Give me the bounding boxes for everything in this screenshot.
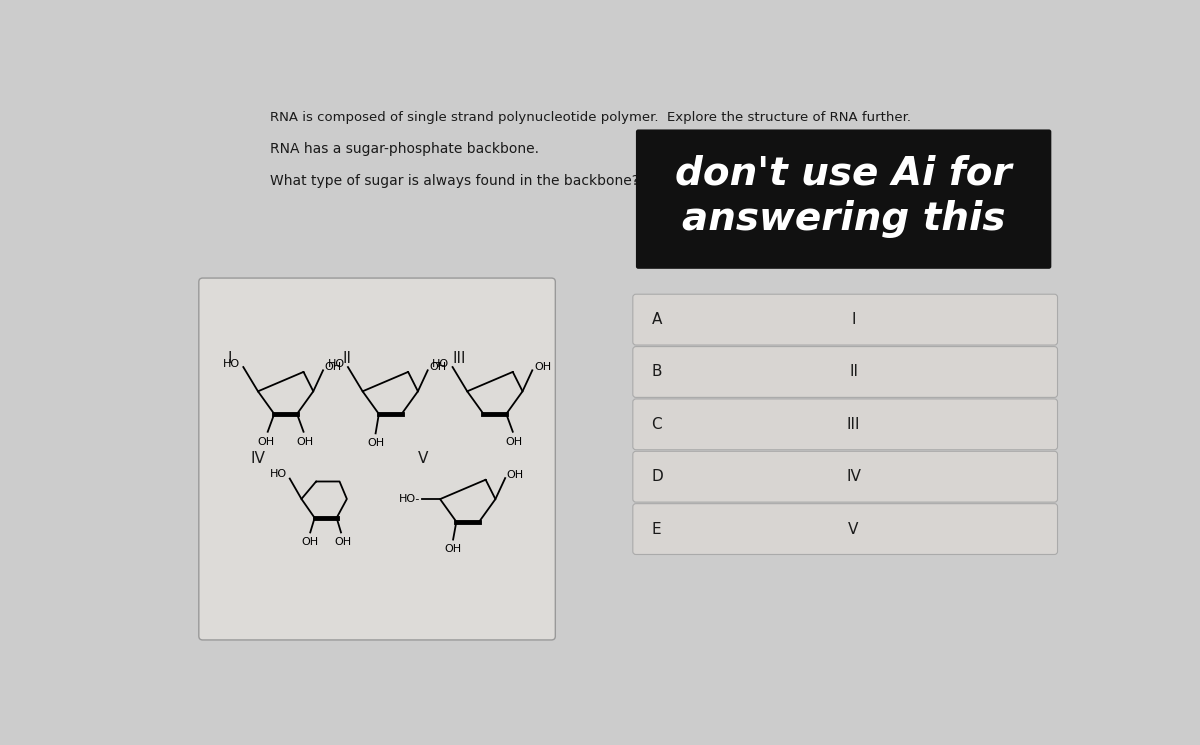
- Text: OH: OH: [506, 437, 523, 446]
- Text: OH: OH: [506, 470, 524, 480]
- Text: RNA has a sugar-phosphate backbone.: RNA has a sugar-phosphate backbone.: [270, 142, 539, 156]
- Text: HO: HO: [328, 359, 344, 369]
- Text: RNA is composed of single strand polynucleotide polymer.  Explore the structure : RNA is composed of single strand polynuc…: [270, 111, 911, 124]
- FancyBboxPatch shape: [632, 294, 1057, 345]
- FancyBboxPatch shape: [632, 346, 1057, 397]
- FancyBboxPatch shape: [636, 130, 1051, 269]
- Text: OH: OH: [258, 437, 275, 446]
- Text: OH: OH: [325, 362, 342, 372]
- Text: V: V: [848, 522, 859, 536]
- Text: V: V: [418, 451, 427, 466]
- FancyBboxPatch shape: [632, 451, 1057, 502]
- FancyBboxPatch shape: [632, 399, 1057, 450]
- Text: IV: IV: [846, 469, 860, 484]
- Text: E: E: [652, 522, 661, 536]
- Text: II: II: [342, 351, 352, 367]
- Text: D: D: [652, 469, 664, 484]
- Text: I: I: [851, 312, 856, 327]
- Text: What type of sugar is always found in the backbone?: What type of sugar is always found in th…: [270, 174, 640, 188]
- Text: III: III: [452, 351, 466, 367]
- Text: C: C: [652, 417, 662, 432]
- Text: B: B: [652, 364, 662, 379]
- Text: OH: OH: [334, 537, 352, 547]
- Text: IV: IV: [251, 451, 265, 466]
- Text: OH: OH: [301, 537, 319, 547]
- Text: I: I: [228, 351, 232, 367]
- Text: HO-: HO-: [400, 494, 420, 504]
- Text: OH: OH: [430, 362, 446, 372]
- Text: OH: OH: [444, 545, 462, 554]
- Text: II: II: [850, 364, 858, 379]
- Text: A: A: [652, 312, 662, 327]
- Text: don't use Ai for
answering this: don't use Ai for answering this: [676, 155, 1012, 238]
- Text: OH: OH: [534, 362, 551, 372]
- Text: OH: OH: [367, 438, 384, 448]
- Text: HO: HO: [432, 359, 449, 369]
- Text: OH: OH: [296, 437, 313, 446]
- FancyBboxPatch shape: [632, 504, 1057, 554]
- Text: HO: HO: [270, 469, 287, 479]
- FancyBboxPatch shape: [199, 278, 556, 640]
- Text: HO: HO: [223, 359, 240, 369]
- Text: III: III: [847, 417, 860, 432]
